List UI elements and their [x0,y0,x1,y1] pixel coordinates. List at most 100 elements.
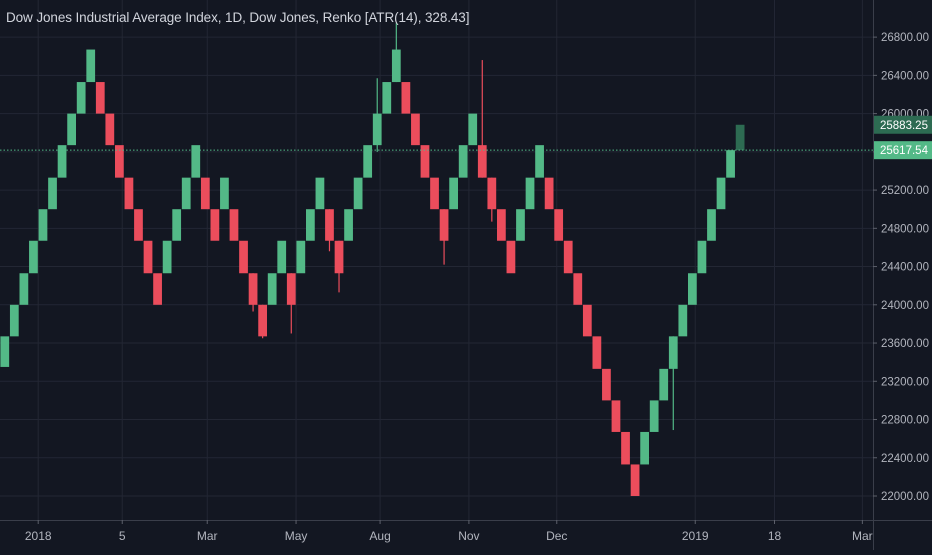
brick-up [688,273,697,305]
brick-up [181,177,191,210]
brick-up [296,240,306,274]
brick-up [67,113,76,146]
brick-down [439,209,449,241]
brick-down [420,145,430,178]
brick-down [143,240,153,274]
brick-up [525,177,535,210]
brick-up [659,368,669,401]
brick-up [19,273,29,305]
projected-price-tag: 25883.25 [880,120,928,132]
brick-down [477,145,487,178]
brick-up [86,49,96,83]
brick-up [458,145,468,178]
brick-down [544,177,554,210]
brick-up [726,150,735,178]
brick-down [286,273,296,305]
brick-up [0,336,10,367]
brick-up [649,400,659,432]
brick-up [697,240,707,274]
brick-down [554,209,564,241]
x-tick-label: 2019 [682,529,709,543]
x-tick-label: 2018 [25,529,52,543]
brick-down [430,177,439,210]
brick-projected [735,124,745,151]
y-tick-label: 25200.00 [881,185,929,197]
brick-up [162,240,172,274]
brick-up [535,145,544,178]
x-tick-label: Aug [369,529,390,543]
brick-up [382,82,392,114]
y-tick-label: 23600.00 [881,338,929,350]
brick-up [9,304,19,337]
y-tick-label: 22000.00 [881,491,929,503]
brick-down [563,240,573,274]
brick-down [200,177,210,210]
brick-up [449,177,458,210]
brick-down [573,273,583,305]
price-labels: 25883.25 25617.54 [874,115,932,160]
brick-down [105,113,115,146]
brick-down [210,209,220,241]
brick-up [640,431,649,465]
brick-up [267,273,277,305]
y-tick-label: 22400.00 [881,453,929,465]
brick-up [372,113,382,146]
brick-up [48,177,57,210]
y-tick-label: 23200.00 [881,376,929,388]
brick-up [306,209,315,241]
brick-down [239,240,248,274]
y-tick-label: 24800.00 [881,223,929,235]
brick-down [134,209,143,241]
brick-up [29,240,38,274]
y-tick-label: 24400.00 [881,262,929,274]
x-tick-label: 18 [768,529,782,543]
brick-down [487,177,497,210]
projected-price-tag-bg [874,115,932,134]
brick-down [411,113,420,146]
brick-down [325,209,334,241]
chart-title: Dow Jones Industrial Average Index, 1D, … [6,10,470,25]
brick-up [344,209,353,241]
brick-up [172,209,182,241]
x-tick-label: 5 [119,529,126,543]
brick-up [678,304,688,337]
brick-up [191,145,201,178]
brick-up [277,240,287,274]
brick-up [516,209,525,241]
brick-up [468,113,478,146]
x-tick-label: Mar [197,529,218,543]
brick-down [401,82,411,114]
brick-up [668,336,678,369]
brick-up [57,145,67,178]
brick-up [707,209,716,241]
brick-up [76,82,86,114]
x-tick-label: Dec [546,529,567,543]
brick-down [258,304,267,337]
y-tick-label: 22800.00 [881,415,929,427]
y-tick-label: 26400.00 [881,70,929,82]
brick-down [124,177,134,210]
brick-down [229,209,239,241]
bricks [0,49,745,496]
brick-down [115,145,124,178]
y-tick-label: 24000.00 [881,300,929,312]
brick-down [497,209,506,241]
brick-down [153,273,162,305]
brick-down [248,273,258,305]
current-price-tag-bg [874,141,932,160]
brick-down [611,400,621,432]
brick-up [716,177,726,210]
brick-down [506,240,516,274]
brick-up [363,145,373,178]
brick-up [353,177,363,210]
x-tick-label: Nov [458,529,479,543]
grid [0,0,873,520]
current-price-tag: 25617.54 [880,145,929,157]
brick-down [621,431,630,465]
brick-down [602,368,611,401]
brick-up [220,177,229,210]
y-tick-label: 26800.00 [881,32,929,44]
